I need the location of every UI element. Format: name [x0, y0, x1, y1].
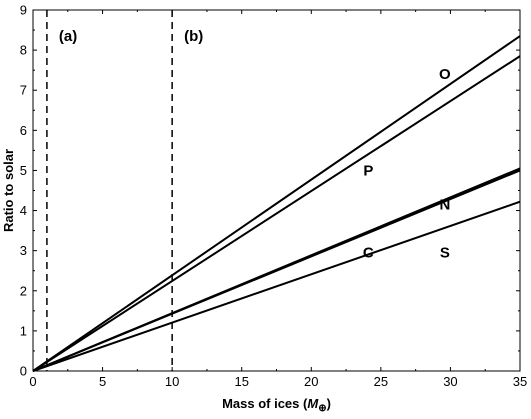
x-axis-title-text: Mass of ices ( — [222, 396, 308, 411]
panel-label: (a) — [59, 28, 77, 45]
x-axis-title-unit: M — [307, 396, 319, 411]
series-line-s — [32, 200, 521, 372]
x-tick-label: 15 — [234, 374, 248, 389]
x-tick-label: 10 — [165, 374, 179, 389]
plot-frame — [32, 9, 521, 372]
y-axis-title: Ratio to solar — [1, 149, 16, 232]
y-tick-label: 3 — [20, 243, 27, 258]
x-axis-title-subscript: ⊕ — [318, 403, 326, 414]
series-line-p — [32, 55, 521, 372]
x-axis-title: Mass of ices (M⊕) — [222, 396, 331, 414]
y-tick-label: 7 — [20, 83, 27, 98]
x-tick-label: 20 — [304, 374, 318, 389]
series-line-c — [32, 169, 521, 372]
series-label-s: S — [440, 245, 450, 262]
series-label-o: O — [439, 66, 451, 83]
y-tick-label: 4 — [20, 203, 27, 218]
y-tick-label: 8 — [20, 43, 27, 58]
series-label-c: C — [363, 245, 374, 262]
y-tick-label: 0 — [20, 364, 27, 379]
x-tick-label: 35 — [513, 374, 527, 389]
y-tick-label: 5 — [20, 163, 27, 178]
y-tick-label: 6 — [20, 123, 27, 138]
panel-label: (b) — [184, 28, 203, 45]
x-tick-label: 0 — [29, 374, 36, 389]
y-tick-label: 2 — [20, 283, 27, 298]
x-tick-label: 30 — [443, 374, 457, 389]
y-tick-label: 1 — [20, 323, 27, 338]
x-tick-label: 25 — [374, 374, 388, 389]
series-label-n: N — [439, 197, 450, 214]
x-tick-label: 5 — [99, 374, 106, 389]
series-label-p: P — [363, 162, 373, 179]
series-line-o — [32, 35, 521, 372]
y-tick-label: 9 — [20, 3, 27, 18]
plot-area: 0 5 10 15 20 25 30 35 0 1 2 3 4 5 6 7 8 9 (a) (b) O P N C S — [20, 3, 527, 390]
x-axis-title-close: ) — [327, 396, 331, 411]
